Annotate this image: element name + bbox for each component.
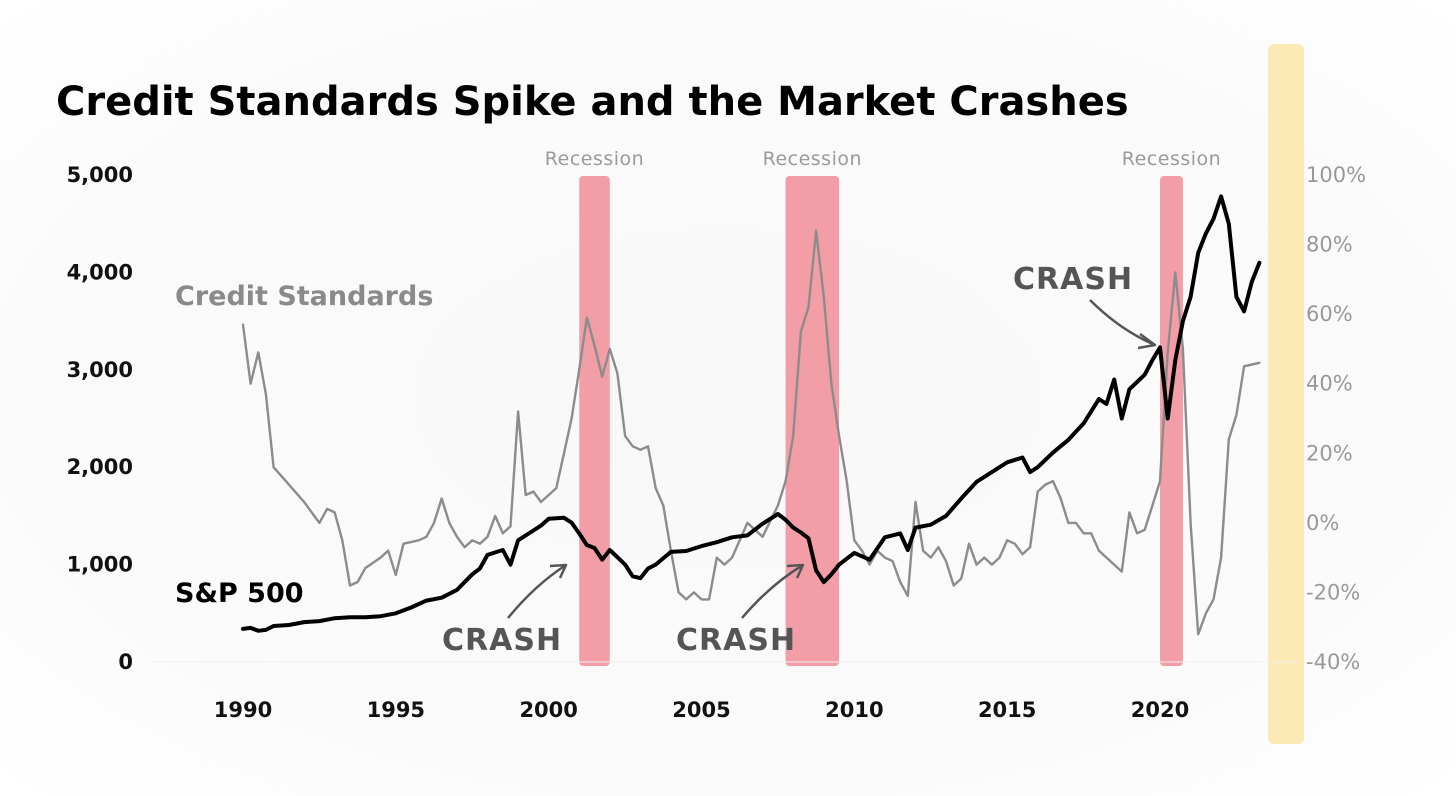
y-left-tick: 0 [118, 650, 133, 674]
y-right-tick: 80% [1306, 233, 1353, 257]
crash-label-2008: CRASH [676, 623, 796, 658]
y-left-tick: 4,000 [67, 260, 133, 284]
x-tick: 2015 [978, 698, 1036, 722]
crash-arrow-2008 [741, 563, 804, 619]
credit-standards-line [241, 229, 1261, 636]
credit-standards-label: Credit Standards [175, 281, 433, 312]
y-right-tick: 100% [1306, 163, 1366, 187]
axes-layer: 0 1,000 2,000 3,000 4,000 5,000 -40% -20% 0% 20% 4… [67, 163, 1366, 722]
x-tick: 2000 [519, 698, 577, 722]
crash-label-2020: CRASH [1013, 262, 1133, 297]
y-left-tick: 2,000 [67, 455, 133, 479]
y-right-tick: 60% [1306, 302, 1353, 326]
x-tick: 2020 [1131, 698, 1189, 722]
y-right-tick: -20% [1306, 580, 1360, 604]
y-left-tick: 5,000 [67, 163, 133, 187]
crash-label-2001: CRASH [442, 623, 562, 658]
crash-arrow-2001-head [549, 563, 568, 579]
y-right-tick: -40% [1306, 650, 1360, 674]
chart-title: Credit Standards Spike and the Market Cr… [56, 79, 1129, 125]
x-tick: 2010 [825, 698, 883, 722]
crash-arrow-2001 [507, 563, 567, 619]
y-right-tick: 40% [1306, 372, 1353, 396]
recession-label-2: Recession [763, 148, 862, 170]
crash-arrow-2020 [1089, 299, 1156, 347]
recession-band-1 [579, 176, 610, 666]
annotations-layer: Credit Standards S&P 500 CRASH CRASH CRA… [175, 262, 1157, 658]
y-left-tick: 3,000 [67, 358, 133, 382]
y-right-tick: 20% [1306, 441, 1353, 465]
series-layer [241, 194, 1262, 636]
x-tick: 1990 [214, 698, 272, 722]
recession-band-2 [785, 176, 840, 666]
x-tick: 2005 [672, 698, 730, 722]
y-right-tick: 0% [1306, 511, 1339, 535]
recession-label-3: Recession [1122, 148, 1221, 170]
crash-arrow-2020-head [1137, 332, 1157, 350]
crash-arrow-2008-head [786, 563, 805, 579]
recession-label-1: Recession [545, 148, 644, 170]
sp500-line [241, 194, 1262, 633]
highlight-band [1268, 44, 1304, 744]
sp500-label: S&P 500 [175, 578, 304, 609]
bands-layer: Recession Recession Recession [545, 44, 1304, 744]
x-tick: 1995 [367, 698, 425, 722]
y-left-tick: 1,000 [67, 553, 133, 577]
